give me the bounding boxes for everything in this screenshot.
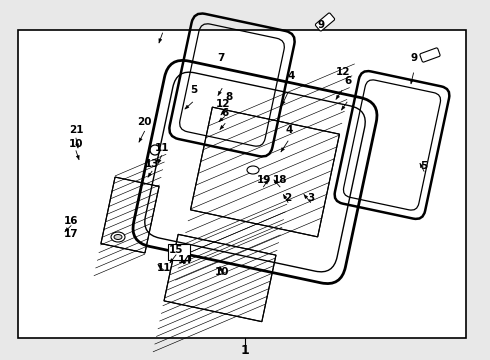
Bar	[191, 107, 340, 237]
Text: 5: 5	[190, 85, 197, 95]
Polygon shape	[148, 173, 151, 177]
Text: 17: 17	[64, 229, 78, 239]
Bar	[164, 234, 276, 321]
Text: 9: 9	[318, 20, 324, 30]
Polygon shape	[342, 106, 345, 110]
Text: 11: 11	[157, 263, 172, 273]
Text: 4: 4	[285, 125, 293, 135]
Text: 5: 5	[420, 161, 427, 171]
Ellipse shape	[111, 232, 125, 242]
Polygon shape	[274, 180, 278, 184]
Bar	[18, 30, 466, 338]
Text: 7: 7	[217, 53, 224, 63]
Text: 19: 19	[256, 175, 271, 185]
Polygon shape	[218, 91, 221, 95]
Polygon shape	[220, 267, 223, 271]
Text: 2: 2	[285, 193, 292, 203]
Text: 12: 12	[216, 99, 230, 109]
Polygon shape	[420, 163, 423, 168]
Polygon shape	[336, 95, 340, 99]
Polygon shape	[284, 195, 287, 199]
Text: 14: 14	[178, 255, 193, 265]
Polygon shape	[158, 159, 161, 163]
Text: 11: 11	[154, 143, 169, 153]
Text: 21: 21	[69, 125, 83, 135]
Polygon shape	[265, 180, 268, 184]
Text: 10: 10	[69, 139, 83, 149]
Text: 1: 1	[241, 343, 249, 356]
Ellipse shape	[114, 234, 122, 239]
Text: 6: 6	[222, 108, 229, 118]
Text: 6: 6	[344, 76, 351, 86]
FancyBboxPatch shape	[420, 48, 440, 62]
Polygon shape	[410, 80, 414, 84]
Polygon shape	[220, 125, 224, 129]
Polygon shape	[282, 101, 285, 105]
Bar	[164, 234, 276, 321]
Polygon shape	[281, 148, 285, 152]
Polygon shape	[304, 195, 308, 199]
Bar	[101, 177, 159, 253]
Polygon shape	[75, 144, 79, 148]
Text: 12: 12	[336, 67, 350, 77]
Bar	[191, 107, 340, 237]
Ellipse shape	[247, 166, 259, 174]
Polygon shape	[158, 265, 162, 269]
Text: 10: 10	[215, 267, 229, 277]
Polygon shape	[65, 228, 69, 231]
Text: 13: 13	[145, 159, 159, 169]
Text: 15: 15	[169, 245, 184, 255]
Polygon shape	[159, 39, 162, 43]
Text: 8: 8	[226, 92, 233, 102]
Bar	[101, 177, 159, 253]
Text: 20: 20	[137, 117, 152, 127]
Text: 4: 4	[288, 71, 295, 81]
Polygon shape	[139, 138, 142, 142]
Polygon shape	[76, 155, 79, 159]
Polygon shape	[219, 118, 223, 122]
Text: 18: 18	[273, 175, 288, 185]
Polygon shape	[185, 105, 189, 109]
Text: 9: 9	[411, 53, 417, 63]
Bar	[168, 244, 190, 260]
Text: 3: 3	[308, 193, 315, 203]
Polygon shape	[221, 111, 225, 115]
Text: 16: 16	[64, 216, 78, 226]
FancyBboxPatch shape	[316, 13, 335, 31]
Polygon shape	[170, 258, 174, 263]
Polygon shape	[182, 260, 186, 264]
